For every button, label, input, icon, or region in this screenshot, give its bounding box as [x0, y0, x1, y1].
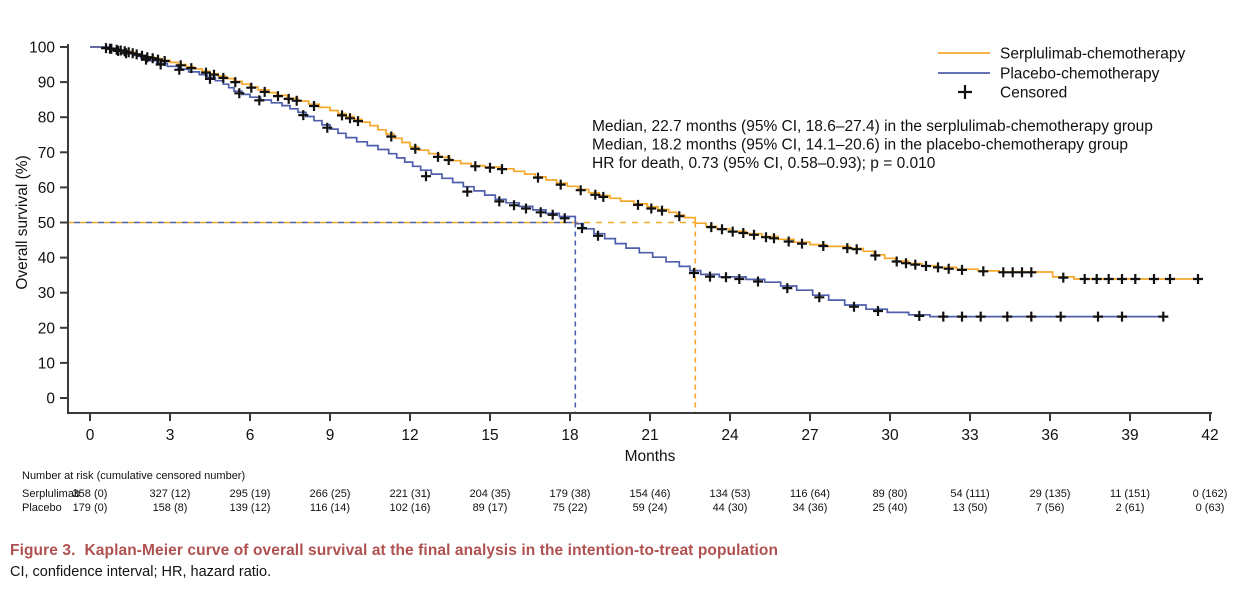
risk-value: 204 (35): [470, 488, 511, 500]
legend-label: Censored: [1000, 85, 1067, 102]
legend-label: Serplulimab-chemotherapy: [1000, 46, 1185, 63]
y-tick-label: 100: [29, 40, 55, 57]
risk-value: 116 (64): [790, 488, 830, 500]
y-tick-label: 90: [38, 75, 56, 92]
annotation-line: HR for death, 0.73 (95% CI, 0.58–0.93); …: [592, 155, 936, 172]
y-axis-title: Overall survival (%): [14, 155, 31, 289]
annotation-line: Median, 18.2 months (95% CI, 14.1–20.6) …: [592, 137, 1128, 154]
risk-value: 25 (40): [873, 502, 908, 514]
annotation-line: Median, 22.7 months (95% CI, 18.6–27.4) …: [592, 118, 1153, 135]
x-tick-label: 27: [801, 427, 818, 444]
risk-value: 327 (12): [150, 488, 191, 500]
y-tick-label: 20: [38, 320, 56, 337]
x-tick-label: 39: [1121, 427, 1138, 444]
risk-value: 2 (61): [1116, 502, 1145, 514]
x-tick-label: 12: [401, 427, 418, 444]
figure-caption-title: Figure 3. Kaplan-Meier curve of overall s…: [10, 542, 1237, 560]
risk-value: 179 (0): [73, 502, 108, 514]
risk-value: 54 (111): [950, 488, 989, 500]
x-tick-label: 21: [641, 427, 658, 444]
y-tick-label: 60: [38, 180, 56, 197]
legend-censored-plus-icon: [958, 85, 972, 99]
x-tick-label: 33: [961, 427, 978, 444]
risk-value: 358 (0): [73, 488, 108, 500]
y-tick-label: 40: [38, 250, 56, 267]
risk-value: 59 (24): [633, 502, 668, 514]
risk-value: 266 (25): [310, 488, 351, 500]
risk-value: 158 (8): [153, 502, 188, 514]
x-tick-label: 42: [1201, 427, 1218, 444]
figure-title-text: Kaplan-Meier curve of overall survival a…: [84, 542, 779, 559]
risk-row-label: Placebo: [22, 502, 62, 514]
x-tick-label: 18: [561, 427, 578, 444]
risk-table-header: Number at risk (cumulative censored numb…: [22, 470, 245, 482]
serplulimab-curve: [90, 46, 1202, 280]
risk-value: 179 (38): [550, 488, 591, 500]
x-tick-label: 0: [86, 427, 95, 444]
x-tick-label: 6: [246, 427, 255, 444]
x-tick-label: 30: [881, 427, 899, 444]
risk-value: 154 (46): [630, 488, 671, 500]
risk-value: 0 (63): [1196, 502, 1225, 514]
risk-value: 13 (50): [953, 502, 988, 514]
risk-value: 89 (17): [473, 502, 508, 514]
risk-value: 116 (14): [310, 502, 350, 514]
risk-value: 7 (56): [1036, 502, 1065, 514]
risk-value: 75 (22): [553, 502, 588, 514]
risk-value: 139 (12): [230, 502, 271, 514]
x-tick-label: 3: [166, 427, 175, 444]
x-tick-label: 9: [326, 427, 335, 444]
risk-row-label: Serplulimab: [22, 488, 80, 500]
y-tick-label: 80: [38, 110, 56, 127]
placebo-censor-marks: [105, 43, 1169, 322]
risk-value: 295 (19): [230, 488, 271, 500]
y-tick-label: 30: [38, 285, 56, 302]
risk-value: 34 (36): [793, 502, 828, 514]
x-axis-title: Months: [625, 448, 676, 465]
y-tick-label: 10: [38, 355, 56, 372]
figure-caption: Figure 3. Kaplan-Meier curve of overall s…: [0, 542, 1237, 580]
y-tick-label: 70: [38, 145, 56, 162]
x-tick-label: 15: [481, 427, 498, 444]
legend-label: Placebo-chemotherapy: [1000, 66, 1160, 83]
x-tick-label: 24: [721, 427, 739, 444]
risk-value: 44 (30): [713, 502, 748, 514]
risk-value: 89 (80): [873, 488, 908, 500]
figure-caption-note: CI, confidence interval; HR, hazard rati…: [10, 564, 272, 580]
risk-value: 134 (53): [710, 488, 751, 500]
y-tick-label: 50: [38, 215, 56, 232]
risk-value: 29 (135): [1030, 488, 1071, 500]
x-tick-label: 36: [1041, 427, 1058, 444]
risk-value: 11 (151): [1110, 488, 1150, 500]
y-tick-label: 0: [46, 391, 55, 408]
figure-number-label: Figure 3.: [10, 542, 76, 559]
risk-value: 102 (16): [390, 502, 431, 514]
risk-value: 221 (31): [390, 488, 431, 500]
risk-value: 0 (162): [1193, 488, 1228, 500]
